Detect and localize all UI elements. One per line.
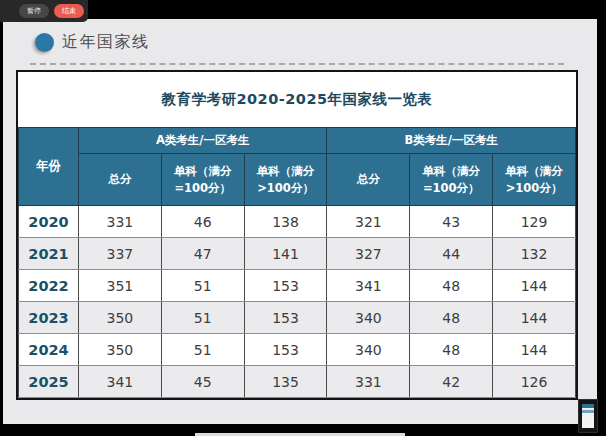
table-row: 2023 350 51 153 340 48 144 xyxy=(19,302,576,334)
value-cell: 46 xyxy=(161,206,244,238)
table-row: 2024 350 51 153 340 48 144 xyxy=(19,334,576,366)
section-title: 近年国家线 xyxy=(62,32,150,53)
value-cell: 129 xyxy=(493,206,576,238)
pip-thumbnail[interactable] xyxy=(578,399,598,433)
value-cell: 51 xyxy=(161,270,244,302)
section-header: 近年国家线 xyxy=(35,32,150,53)
table-row: 2020 331 46 138 321 43 129 xyxy=(19,206,576,238)
value-cell: 350 xyxy=(79,302,162,334)
col-header-group-a: A类考生/一区考生 xyxy=(79,128,327,154)
bullet-icon xyxy=(35,33,54,52)
value-cell: 153 xyxy=(244,334,327,366)
value-cell: 51 xyxy=(161,302,244,334)
national-line-card: 教育学考研2020-2025年国家线一览表 年份 A类考生/一区考生 B类考生/… xyxy=(16,70,578,400)
pip-screen-preview xyxy=(582,404,594,428)
value-cell: 331 xyxy=(79,206,162,238)
screen-recorder-toolbar: 暂停 结束 xyxy=(0,0,88,22)
value-cell: 45 xyxy=(161,366,244,398)
value-cell: 44 xyxy=(410,238,493,270)
col-header-a-single-gt100: 单科（满分>100分） xyxy=(244,154,327,206)
value-cell: 153 xyxy=(244,270,327,302)
year-cell: 2021 xyxy=(19,238,79,270)
value-cell: 138 xyxy=(244,206,327,238)
col-header-b-single-gt100: 单科（满分>100分） xyxy=(493,154,576,206)
value-cell: 48 xyxy=(410,334,493,366)
value-cell: 48 xyxy=(410,302,493,334)
value-cell: 341 xyxy=(79,366,162,398)
national-line-table: 年份 A类考生/一区考生 B类考生/一区考生 总分 单科（满分=100分） 单科… xyxy=(18,127,576,398)
value-cell: 340 xyxy=(327,334,410,366)
value-cell: 48 xyxy=(410,270,493,302)
value-cell: 327 xyxy=(327,238,410,270)
value-cell: 141 xyxy=(244,238,327,270)
col-header-a-total: 总分 xyxy=(79,154,162,206)
col-header-year: 年份 xyxy=(19,128,79,206)
value-cell: 321 xyxy=(327,206,410,238)
value-cell: 144 xyxy=(493,334,576,366)
table-title: 教育学考研2020-2025年国家线一览表 xyxy=(18,72,576,127)
value-cell: 42 xyxy=(410,366,493,398)
recorded-page: 近年国家线 教育学考研2020-2025年国家线一览表 年份 A类考生/一区考生… xyxy=(3,19,597,424)
value-cell: 135 xyxy=(244,366,327,398)
value-cell: 153 xyxy=(244,302,327,334)
value-cell: 126 xyxy=(493,366,576,398)
col-header-a-single-eq100: 单科（满分=100分） xyxy=(161,154,244,206)
value-cell: 51 xyxy=(161,334,244,366)
value-cell: 341 xyxy=(327,270,410,302)
col-header-b-single-eq100: 单科（满分=100分） xyxy=(410,154,493,206)
table-row: 2021 337 47 141 327 44 132 xyxy=(19,238,576,270)
value-cell: 351 xyxy=(79,270,162,302)
value-cell: 47 xyxy=(161,238,244,270)
col-header-b-total: 总分 xyxy=(327,154,410,206)
value-cell: 43 xyxy=(410,206,493,238)
value-cell: 337 xyxy=(79,238,162,270)
pause-recording-button[interactable]: 暂停 xyxy=(19,4,49,18)
dashed-divider xyxy=(30,63,564,65)
year-cell: 2025 xyxy=(19,366,79,398)
value-cell: 144 xyxy=(493,270,576,302)
value-cell: 331 xyxy=(327,366,410,398)
year-cell: 2022 xyxy=(19,270,79,302)
pip-stripe xyxy=(582,404,594,408)
stop-recording-button[interactable]: 结束 xyxy=(54,4,84,18)
value-cell: 144 xyxy=(493,302,576,334)
value-cell: 350 xyxy=(79,334,162,366)
pip-stripe xyxy=(582,410,594,413)
value-cell: 132 xyxy=(493,238,576,270)
table-row: 2022 351 51 153 341 48 144 xyxy=(19,270,576,302)
value-cell: 340 xyxy=(327,302,410,334)
year-cell: 2020 xyxy=(19,206,79,238)
year-cell: 2024 xyxy=(19,334,79,366)
year-cell: 2023 xyxy=(19,302,79,334)
col-header-group-b: B类考生/一区考生 xyxy=(327,128,576,154)
table-row: 2025 341 45 135 331 42 126 xyxy=(19,366,576,398)
